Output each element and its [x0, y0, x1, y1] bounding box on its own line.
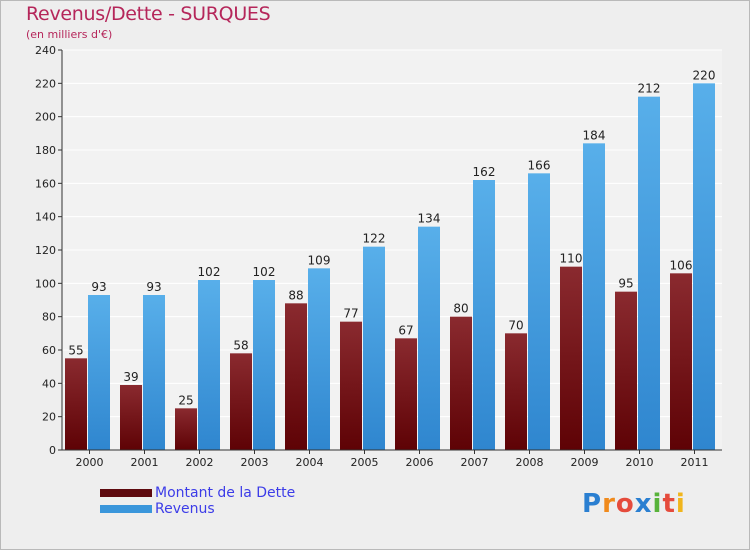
data-label-debt: 39 — [123, 370, 138, 384]
x-tick-label: 2008 — [516, 456, 544, 469]
x-tick-label: 2009 — [571, 456, 599, 469]
bar-revenus — [693, 83, 715, 450]
data-label-revenus: 102 — [198, 265, 221, 279]
y-tick-label: 40 — [42, 377, 56, 390]
data-label-revenus: 102 — [253, 265, 276, 279]
bars — [65, 83, 715, 451]
data-label-revenus: 184 — [583, 128, 606, 142]
data-label-debt: 55 — [68, 343, 83, 357]
bar-debt — [670, 273, 692, 450]
bar-debt — [230, 353, 252, 450]
y-tick-label: 80 — [42, 311, 56, 324]
data-label-debt: 106 — [670, 258, 693, 272]
y-tick-label: 200 — [35, 111, 56, 124]
data-label-revenus: 212 — [638, 82, 661, 96]
data-label-debt: 80 — [453, 302, 468, 316]
bar-debt — [65, 358, 87, 450]
logo-letter: t — [662, 489, 676, 519]
data-label-revenus: 93 — [91, 280, 106, 294]
legend-swatch-revenus — [100, 505, 152, 513]
logo-letter: i — [652, 489, 663, 519]
data-label-debt: 70 — [508, 318, 523, 332]
y-tick-label: 100 — [35, 277, 56, 290]
grid-lines — [62, 49, 722, 451]
bar-debt — [120, 385, 142, 450]
data-label-revenus: 220 — [693, 68, 716, 82]
bar-revenus — [363, 246, 385, 450]
axes: 0 20 40 60 80 100 120 140 160 180 200 220 240 2000 200… — [35, 44, 722, 469]
bar-revenus — [473, 180, 495, 450]
x-tick-label: 2005 — [351, 456, 379, 469]
data-label-revenus: 162 — [473, 165, 496, 179]
bar-debt — [395, 338, 417, 450]
data-label-revenus: 166 — [528, 158, 551, 172]
bar-revenus — [638, 96, 660, 451]
legend-label-revenus: Revenus — [155, 501, 215, 517]
y-tick-label: 0 — [49, 444, 56, 457]
y-tick-label: 140 — [35, 211, 56, 224]
proxiti-logo: Proxiti — [582, 489, 686, 519]
data-label-debt: 58 — [233, 338, 248, 352]
y-tick-label: 180 — [35, 144, 56, 157]
x-tick-label: 2002 — [186, 456, 214, 469]
x-tick-label: 2006 — [406, 456, 434, 469]
data-label-revenus: 134 — [418, 212, 441, 226]
x-tick-label: 2000 — [76, 456, 104, 469]
bar-debt — [615, 291, 637, 450]
x-tick-label: 2010 — [626, 456, 654, 469]
data-label-debt: 67 — [398, 323, 413, 337]
x-tick-label: 2011 — [681, 456, 709, 469]
bar-debt — [175, 408, 197, 450]
bar-revenus — [88, 295, 110, 450]
data-label-debt: 95 — [618, 277, 633, 291]
bar-debt — [505, 333, 527, 450]
legend-swatch-debt — [100, 489, 152, 497]
logo-letter: P — [582, 489, 603, 519]
logo-letter: o — [615, 489, 635, 519]
data-label-debt: 110 — [560, 252, 583, 266]
bar-revenus — [583, 143, 605, 451]
y-tick-label: 220 — [35, 77, 56, 90]
data-label-debt: 25 — [178, 393, 193, 407]
bar-revenus — [308, 268, 330, 450]
bar-debt — [560, 266, 582, 450]
bar-revenus — [253, 280, 275, 450]
bar-revenus — [528, 173, 550, 451]
chart-subtitle: (en milliers d'€) — [26, 28, 113, 41]
y-tick-label: 120 — [35, 244, 56, 257]
data-label-revenus: 122 — [363, 232, 386, 246]
y-tick-label: 160 — [35, 177, 56, 190]
data-label-debt: 77 — [343, 307, 358, 321]
bar-revenus — [143, 295, 165, 450]
legend-label-debt: Montant de la Dette — [155, 485, 296, 501]
x-tick-label: 2003 — [241, 456, 269, 469]
chart-title: Revenus/Dette - SURQUES — [26, 3, 271, 25]
bar-debt — [340, 321, 362, 450]
data-label-debt: 88 — [288, 288, 303, 302]
logo-letter: r — [602, 489, 616, 519]
data-label-revenus: 93 — [146, 280, 161, 294]
y-tick-label: 60 — [42, 344, 56, 357]
logo-letter: i — [675, 489, 686, 519]
bar-revenus — [418, 226, 440, 450]
bar-debt — [450, 316, 472, 450]
value-labels: 55 93 39 93 25 102 58 102 88 109 77 122 67 134 80 162 70… — [68, 68, 715, 407]
bar-debt — [285, 303, 307, 450]
logo-letter: x — [634, 489, 653, 519]
y-tick-label: 240 — [35, 44, 56, 57]
x-tick-label: 2004 — [296, 456, 324, 469]
x-tick-label: 2007 — [461, 456, 489, 469]
y-tick-label: 20 — [42, 411, 56, 424]
bar-revenus — [198, 280, 220, 450]
x-tick-label: 2001 — [131, 456, 159, 469]
data-label-revenus: 109 — [308, 253, 331, 267]
